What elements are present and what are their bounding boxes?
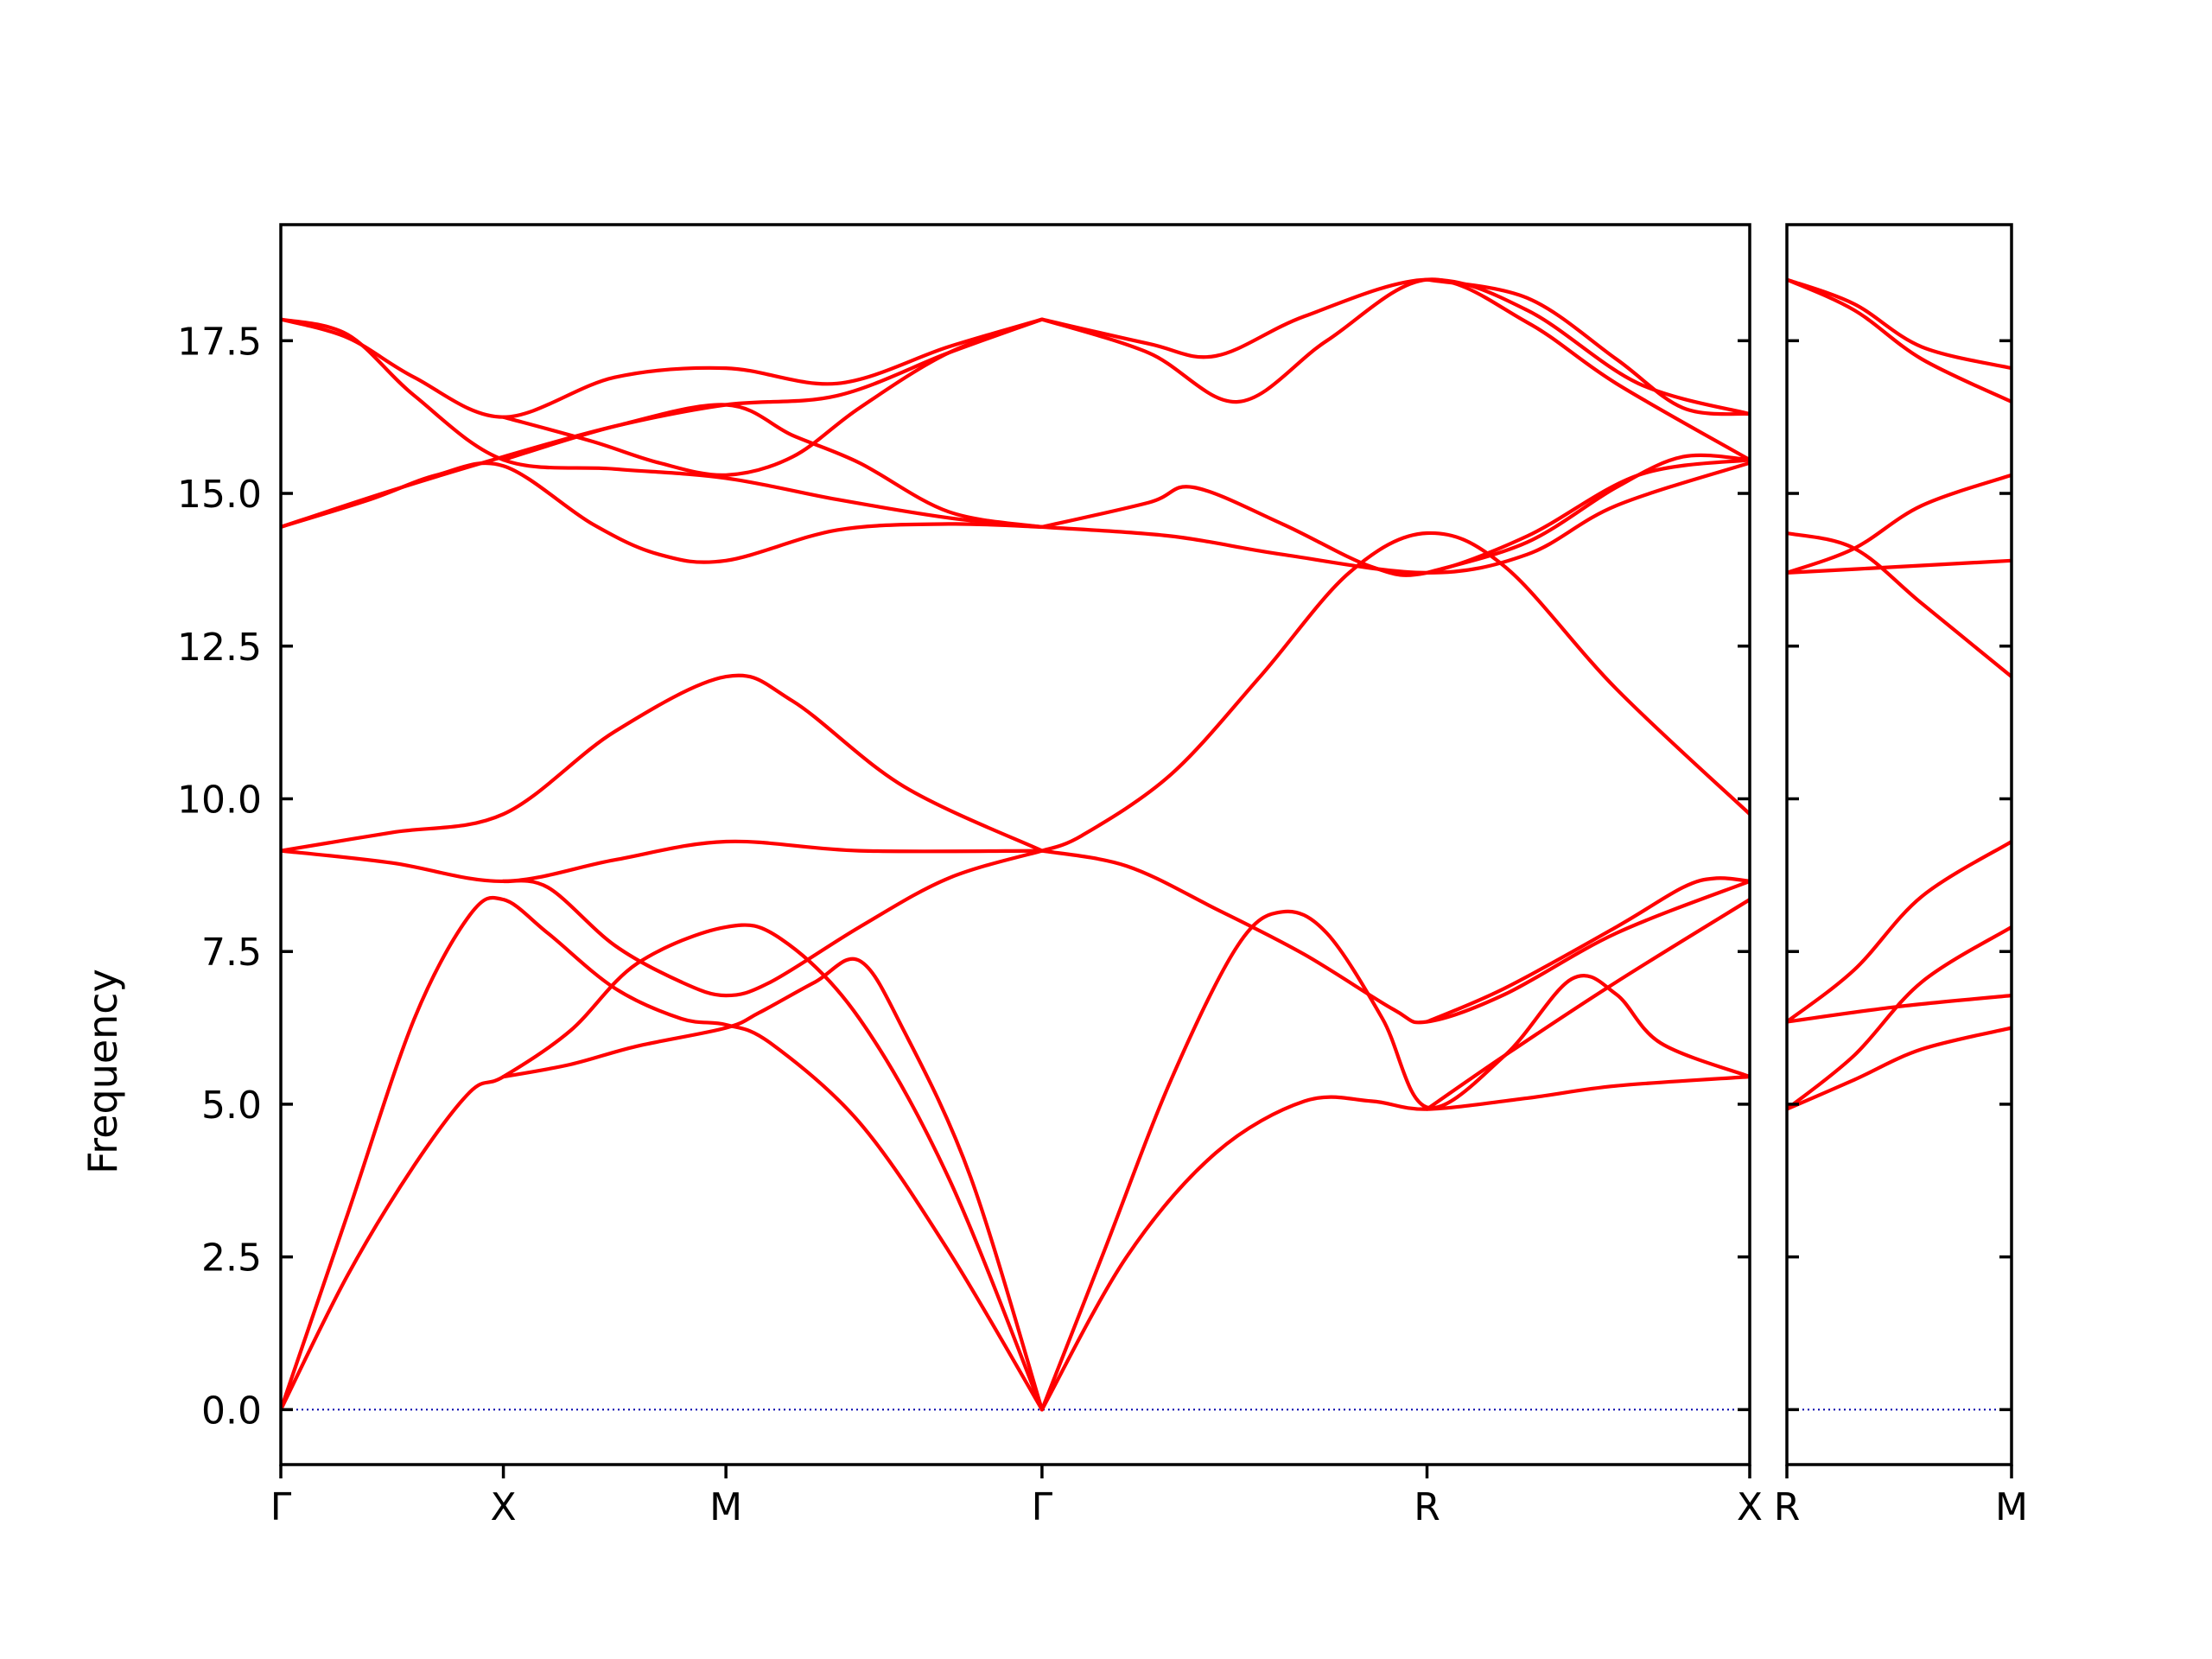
panel-main: 0.0 2.5 5.0 7.5 10.0 12.5 15.0 17.5 Γ X M Γ R X xyxy=(177,223,1763,1529)
x-tick-label: M xyxy=(709,1485,742,1529)
band-main-20 xyxy=(1039,277,1750,416)
y-tick-label: 17.5 xyxy=(177,320,262,364)
band-main-2 xyxy=(281,923,1044,1412)
band-segment-5 xyxy=(1787,558,2012,575)
band-main-7 xyxy=(1039,531,1750,853)
band-main-1 xyxy=(281,895,1044,1412)
plot-frame xyxy=(279,223,1751,1466)
x-tick-label: Γ xyxy=(1032,1485,1053,1529)
band-segment-3 xyxy=(1787,531,2012,679)
band-segment-9 xyxy=(1787,1026,2012,1111)
band-main-24 xyxy=(1425,453,1750,575)
band-main-10 xyxy=(1039,849,1750,1025)
y-tick-label: 5.0 xyxy=(201,1084,262,1128)
band-lines xyxy=(281,277,1750,1412)
band-main-3 xyxy=(501,957,1044,1412)
band-main-15 xyxy=(281,317,1044,419)
band-main-22 xyxy=(1039,461,1750,575)
y-tick-label: 7.5 xyxy=(201,931,262,975)
x-tick-label: M xyxy=(1995,1485,2028,1529)
band-main-23 xyxy=(1425,277,1750,416)
band-main-13 xyxy=(281,461,1044,564)
band-main-16 xyxy=(281,317,1044,529)
band-segment-1 xyxy=(1787,277,2012,404)
band-segment-8 xyxy=(1787,925,2012,1111)
x-tick-label: X xyxy=(490,1485,516,1529)
x-tick-label: X xyxy=(1737,1485,1763,1529)
plot-frame xyxy=(1785,223,2013,1466)
plot-panels: 0.02.55.07.510.012.515.017.5Γ X M Γ R X R M xyxy=(177,223,2028,1529)
band-main-11 xyxy=(1425,898,1750,1111)
band-main-6 xyxy=(281,673,1044,853)
band-main-4 xyxy=(501,849,1044,998)
y-tick-label: 12.5 xyxy=(177,626,262,670)
band-segment-4 xyxy=(1787,473,2012,575)
band-main-9 xyxy=(1039,1075,1750,1412)
band-main-18 xyxy=(501,403,1044,529)
band-main-17 xyxy=(501,317,1044,477)
band-segment-6 xyxy=(1787,839,2012,1024)
y-tick-label: 10.0 xyxy=(177,778,262,822)
band-lines xyxy=(1787,277,2012,1111)
band-main-21 xyxy=(1039,458,1750,577)
x-tick-label: R xyxy=(1774,1485,1801,1529)
y-tick-label: 2.5 xyxy=(201,1236,262,1281)
y-tick-label: 0.0 xyxy=(201,1389,262,1433)
x-tick-label: Γ xyxy=(270,1485,292,1529)
y-axis-label: Frequency xyxy=(79,969,126,1174)
y-tick-label: 15.0 xyxy=(177,473,262,517)
band-segment-2 xyxy=(1787,277,2012,371)
band-main-14 xyxy=(281,317,1044,529)
band-main-12 xyxy=(1425,876,1750,1024)
x-tick-label: R xyxy=(1414,1485,1440,1529)
band-main-8 xyxy=(1039,909,1750,1412)
band-main-5 xyxy=(281,839,1044,884)
band-main-19 xyxy=(1039,277,1750,462)
